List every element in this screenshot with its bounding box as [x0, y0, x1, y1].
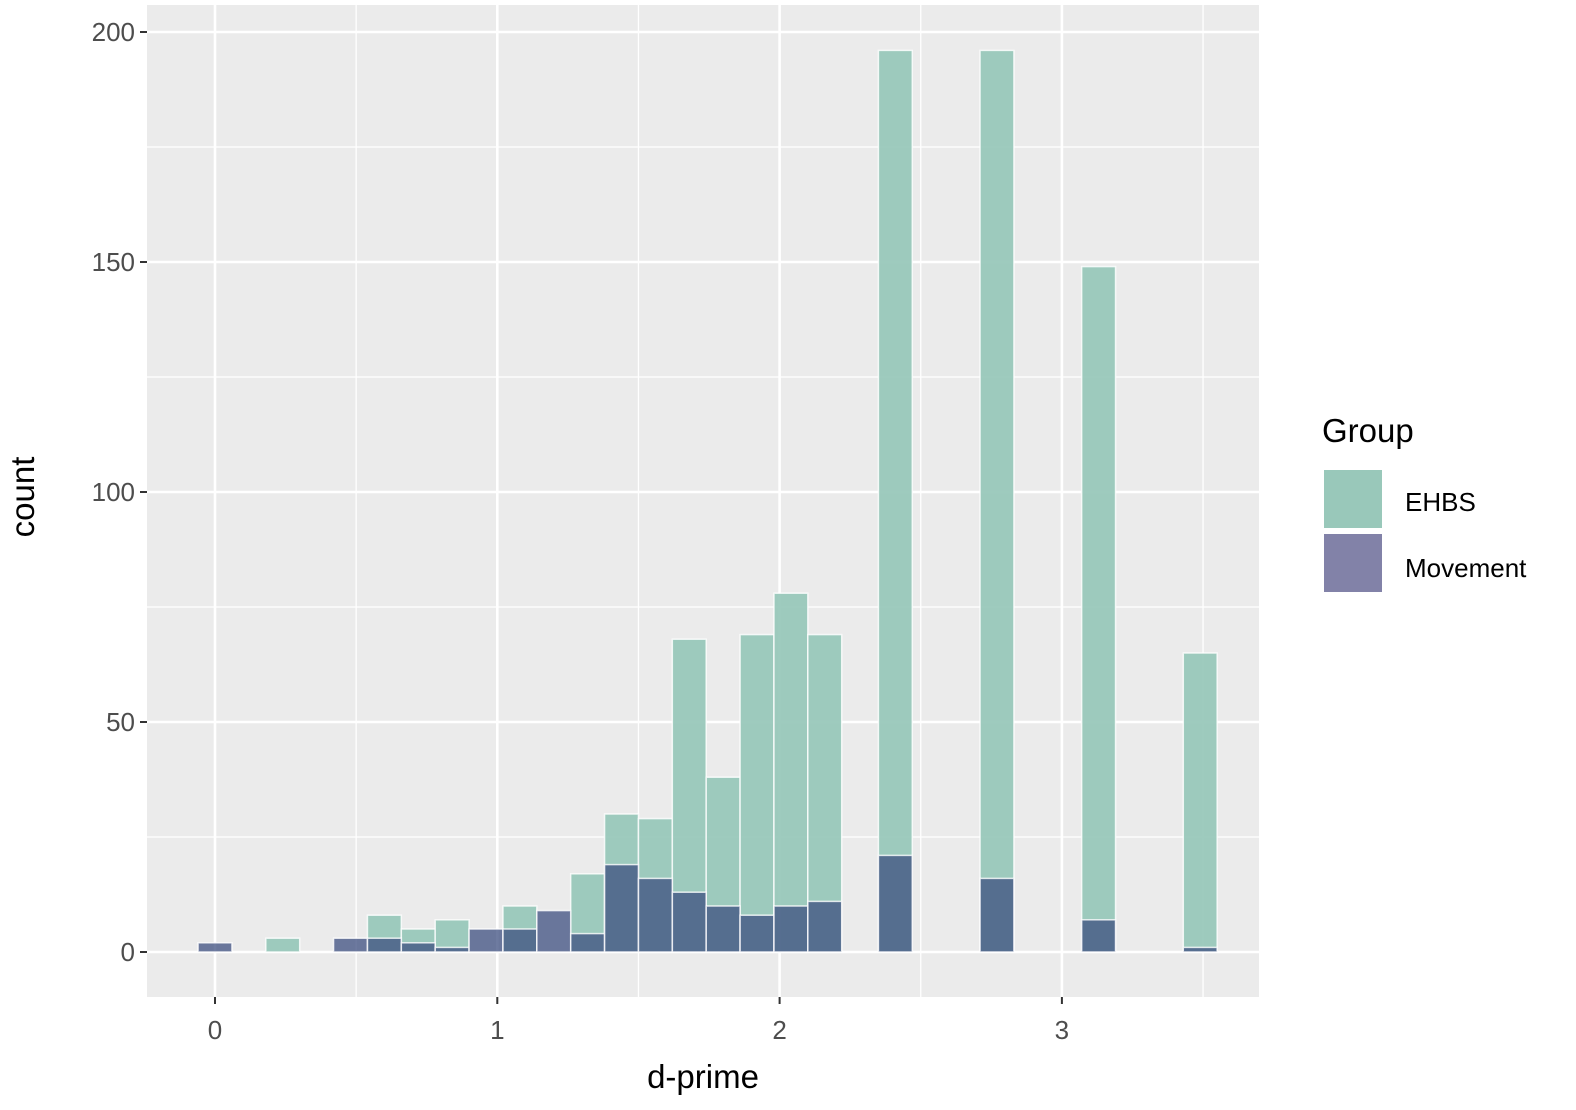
x-tick-label: 2: [772, 1015, 786, 1045]
bar-movement: [434, 946, 470, 953]
bar-movement: [807, 900, 843, 953]
bar-movement: [1182, 946, 1218, 953]
bar-movement: [366, 937, 403, 953]
y-tick-label: 0: [121, 937, 135, 967]
bar-movement: [603, 863, 640, 953]
y-axis: 0 50 100 150 200: [92, 17, 147, 967]
x-tick-label: 1: [490, 1015, 504, 1045]
y-axis-title: count: [4, 457, 41, 538]
legend: Group EHBS Movement: [1322, 412, 1527, 594]
legend-label-ehbs: EHBS: [1405, 487, 1476, 517]
bar-movement: [197, 942, 233, 953]
bar-movement: [877, 854, 914, 953]
bar-ehbs: [1182, 652, 1218, 953]
bar-ehbs: [807, 633, 843, 953]
bar-movement: [536, 909, 572, 953]
bar-movement: [979, 877, 1015, 953]
bars: [197, 49, 1218, 953]
y-tick-label: 100: [92, 477, 135, 507]
y-tick-label: 200: [92, 17, 135, 47]
bar-movement: [671, 891, 707, 953]
x-tick-label: 3: [1055, 1015, 1069, 1045]
bar-movement: [739, 914, 775, 953]
bar-ehbs: [773, 592, 809, 953]
legend-swatch-ehbs: [1324, 470, 1382, 528]
bar-movement: [502, 928, 538, 953]
bar-ehbs: [1080, 265, 1117, 953]
bar-ehbs: [979, 49, 1015, 953]
bar-movement: [468, 928, 504, 953]
bar-movement: [705, 905, 741, 953]
bar-ehbs: [877, 49, 914, 953]
bar-ehbs: [265, 937, 301, 953]
legend-swatch-movement: [1324, 534, 1382, 592]
bar-ehbs: [434, 919, 470, 953]
bar-movement: [400, 942, 436, 953]
bar-ehbs: [739, 633, 775, 953]
bar-movement: [332, 937, 369, 953]
x-axis-title: d-prime: [647, 1058, 759, 1095]
y-tick-label: 50: [106, 707, 135, 737]
bar-movement: [1080, 919, 1117, 953]
bar-movement: [569, 932, 606, 953]
minor-gridlines: [147, 5, 1259, 997]
legend-label-movement: Movement: [1405, 553, 1527, 583]
y-tick-label: 150: [92, 247, 135, 277]
x-tick-label: 0: [208, 1015, 222, 1045]
legend-title: Group: [1322, 412, 1414, 449]
bar-movement: [773, 905, 809, 953]
bar-movement: [637, 877, 674, 953]
x-axis: 0 1 2 3: [208, 997, 1069, 1045]
